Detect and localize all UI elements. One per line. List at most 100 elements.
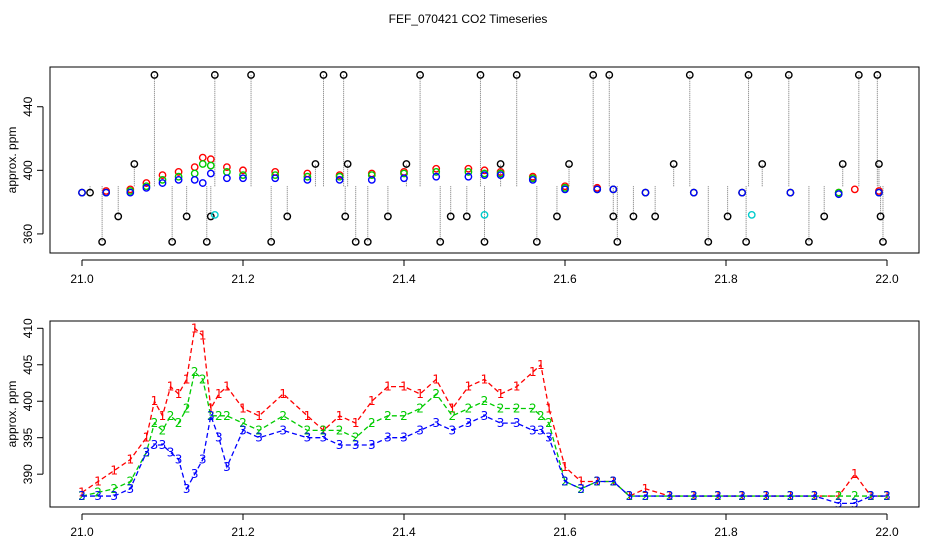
series-3-marker: 3 [537, 423, 545, 437]
series-1-marker: 1 [537, 358, 545, 372]
series-1-marker: 1 [279, 387, 287, 401]
series-3-marker: 3 [126, 482, 134, 496]
series-3-marker: 3 [811, 489, 819, 503]
series-raw-point [876, 212, 885, 221]
series-raw-point [86, 188, 94, 197]
top-panel-y-axis: 360 400 440 [21, 96, 44, 244]
series-3-point [367, 175, 376, 184]
series-raw-point [613, 237, 622, 246]
series-3-marker: 3 [207, 409, 215, 423]
series-3-marker: 3 [529, 423, 537, 437]
series-2-marker: 2 [448, 409, 456, 423]
series-raw-point [875, 160, 883, 168]
series-3-point [303, 175, 312, 184]
series-3-point [126, 188, 135, 197]
series-3-point [239, 174, 247, 183]
series-1-point [190, 163, 199, 172]
series-2-marker: 2 [183, 402, 191, 416]
series-1-point [432, 164, 441, 173]
series-3-marker: 3 [215, 431, 223, 445]
bottom-panel-y-axis: 390 395 400 405 410 [21, 318, 44, 484]
series-3-marker: 3 [304, 431, 312, 445]
chart-title: FEF_070421 CO2 Timeseries [389, 12, 548, 26]
y-tick-label: 395 [21, 427, 35, 447]
top-panel-frame [49, 66, 920, 254]
series-1-marker: 1 [448, 402, 456, 416]
series-raw-point [114, 212, 123, 221]
series-raw-point [351, 237, 360, 246]
series-raw-point [704, 237, 713, 246]
series-3-point [142, 183, 151, 192]
series-raw-point [758, 160, 767, 168]
series-3-point [641, 188, 650, 197]
series-1-marker: 1 [110, 464, 118, 478]
series-1-marker: 1 [255, 409, 263, 423]
series-3-point [271, 174, 280, 183]
series-flag-point [480, 210, 489, 219]
x-tick-label: 21.2 [231, 525, 255, 539]
series-3-marker: 3 [239, 423, 247, 437]
series-2-marker: 2 [207, 409, 215, 423]
series-raw-point [873, 71, 882, 79]
series-raw-point [553, 212, 561, 221]
series-2-marker: 2 [851, 489, 859, 503]
series-3-point [528, 175, 537, 184]
series-raw-point [629, 212, 638, 221]
series-2-point [367, 171, 376, 180]
series-1-marker: 1 [94, 474, 102, 488]
series-3-marker: 3 [626, 489, 634, 503]
series-2-marker: 2 [497, 402, 505, 416]
series-raw-point [446, 212, 455, 221]
y-tick-label: 405 [21, 354, 35, 374]
series-raw-point [476, 71, 485, 79]
series-3-point [190, 175, 199, 184]
series-raw-point [820, 212, 829, 221]
x-tick-label: 21.0 [70, 272, 94, 286]
series-2-point [198, 160, 207, 168]
series-2-marker: 2 [835, 489, 843, 503]
series-2-marker: 2 [151, 416, 159, 430]
series-1-marker: 1 [545, 402, 553, 416]
series-1-point [198, 153, 207, 162]
series-3-marker: 3 [481, 409, 489, 423]
series-3-marker: 3 [336, 438, 344, 452]
series-1-point [222, 163, 231, 172]
series-2-point [303, 172, 312, 181]
x-tick-label: 21.4 [392, 525, 416, 539]
x-tick-label: 21.6 [553, 272, 577, 286]
y-tick-label: 400 [21, 160, 35, 180]
series-1-marker: 1 [207, 402, 215, 416]
series-3-marker: 3 [835, 496, 843, 510]
series-2-marker: 2 [416, 402, 424, 416]
series-2-point [190, 169, 199, 178]
series-raw-point [206, 212, 215, 221]
series-1-marker: 1 [215, 387, 223, 401]
series-1-marker: 1 [159, 409, 167, 423]
series-raw-point [462, 212, 471, 221]
series-raw-point [202, 237, 211, 246]
series-2-point [271, 171, 280, 180]
series-3-point [158, 179, 167, 187]
series-3-point [206, 169, 215, 178]
series-3-marker: 3 [183, 482, 191, 496]
series-2-marker: 2 [167, 409, 175, 423]
series-3-marker: 3 [642, 489, 650, 503]
series-raw-point [267, 237, 276, 246]
series-1-marker: 1 [465, 380, 473, 394]
series-3-marker: 3 [593, 474, 601, 488]
series-3-marker: 3 [787, 489, 795, 503]
series-1-marker: 1 [352, 416, 360, 430]
x-tick-label: 21.2 [231, 272, 255, 286]
series-raw-point [854, 71, 863, 79]
series-3-marker: 3 [143, 445, 151, 459]
y-tick-label: 440 [21, 96, 35, 116]
series-1-marker: 1 [223, 380, 231, 394]
series-2-marker: 2 [465, 402, 473, 416]
series-1-marker: 1 [400, 380, 408, 394]
x-tick-label: 21.0 [70, 525, 94, 539]
series-2-marker: 2 [400, 409, 408, 423]
series-raw-point [742, 237, 751, 246]
series-3-point [738, 188, 746, 197]
